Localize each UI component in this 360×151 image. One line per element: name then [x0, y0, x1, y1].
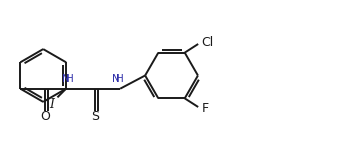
Text: O: O [40, 110, 50, 123]
Text: S: S [91, 110, 99, 123]
Text: Cl: Cl [202, 36, 214, 49]
Text: N: N [62, 74, 69, 84]
Text: H: H [116, 74, 124, 84]
Text: F: F [201, 102, 208, 115]
Text: I: I [49, 98, 54, 111]
Text: N: N [112, 74, 119, 84]
Text: H: H [66, 74, 74, 84]
